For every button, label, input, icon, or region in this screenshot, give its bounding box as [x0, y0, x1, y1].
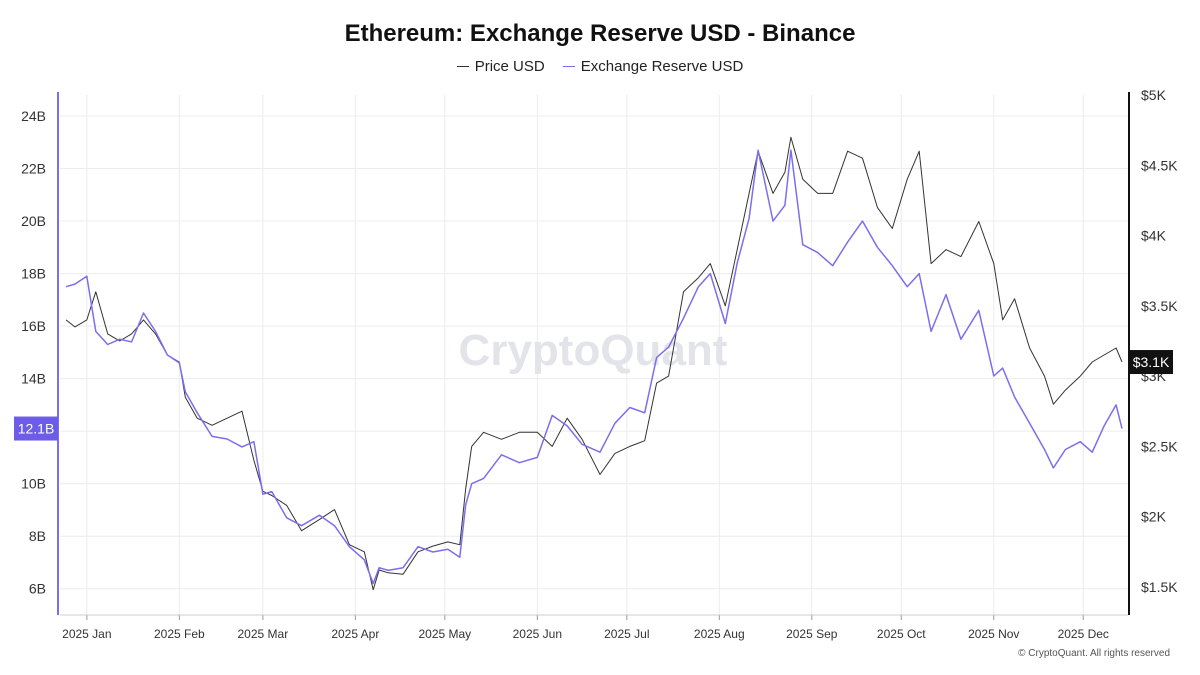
copyright-footer: © CryptoQuant. All rights reserved	[1018, 648, 1170, 659]
current-price-label: $3.1K	[1133, 354, 1170, 370]
series-line-price	[65, 136, 1123, 591]
x-tick-label: 2025 Oct	[877, 627, 926, 641]
y-left-tick-label: 18B	[21, 266, 46, 282]
grid-lines	[60, 95, 1128, 615]
y-right-tick-label: $4.5K	[1141, 157, 1178, 173]
x-tick-label: 2025 Jul	[604, 627, 649, 641]
x-tick-label: 2025 Nov	[968, 627, 1019, 641]
y-right-tick-label: $3.5K	[1141, 298, 1178, 314]
y-left-tick-label: 14B	[21, 371, 46, 387]
x-tick-label: 2025 May	[418, 627, 471, 641]
legend-swatch-price	[456, 66, 469, 67]
y-left-tick-label: 20B	[21, 213, 46, 229]
current-reserve-badge	[14, 416, 58, 441]
current-reserve-label: 12.1B	[18, 421, 55, 437]
legend-label-reserve: Exchange Reserve USD	[580, 58, 744, 75]
y-left-tick-label: 24B	[21, 108, 46, 124]
y-right-tick-label: $2K	[1141, 509, 1167, 525]
x-tick-label: 2025 Apr	[331, 627, 379, 641]
chart-legend: Price USD Exchange Reserve USD	[0, 58, 1200, 75]
watermark: CryptoQuant	[459, 326, 728, 375]
axis-labels: 6B8B10B12B14B16B18B20B22B24B$1.5K$2K$2.5…	[14, 87, 1178, 641]
x-tick-label: 2025 Dec	[1058, 627, 1109, 641]
y-left-tick-label: 10B	[21, 476, 46, 492]
series-line-exchange-reserve	[65, 149, 1123, 585]
y-right-tick-label: $1.5K	[1141, 579, 1178, 595]
y-left-tick-label: 16B	[21, 318, 46, 334]
series-lines	[65, 136, 1123, 591]
current-price-badge	[1129, 350, 1173, 375]
y-right-tick-label: $2.5K	[1141, 438, 1178, 454]
x-tick-label: 2025 Mar	[238, 627, 289, 641]
legend-swatch-reserve	[562, 66, 575, 67]
y-left-tick-label: 8B	[29, 528, 46, 544]
chart-title: Ethereum: Exchange Reserve USD - Binance	[344, 20, 856, 47]
x-tick-label: 2025 Aug	[694, 627, 745, 641]
x-tick-label: 2025 Feb	[154, 627, 205, 641]
legend-label-price: Price USD	[474, 58, 545, 75]
legend-item-price[interactable]: Price USD	[456, 58, 545, 75]
x-tick-label: 2025 Jun	[513, 627, 562, 641]
y-right-tick-label: $4K	[1141, 228, 1167, 244]
y-left-tick-label: 6B	[29, 581, 46, 597]
x-tick-label: 2025 Jan	[62, 627, 111, 641]
y-right-tick-label: $5K	[1141, 87, 1167, 103]
legend-item-reserve[interactable]: Exchange Reserve USD	[562, 58, 744, 75]
y-left-tick-label: 22B	[21, 161, 46, 177]
x-tick-label: 2025 Sep	[786, 627, 838, 641]
